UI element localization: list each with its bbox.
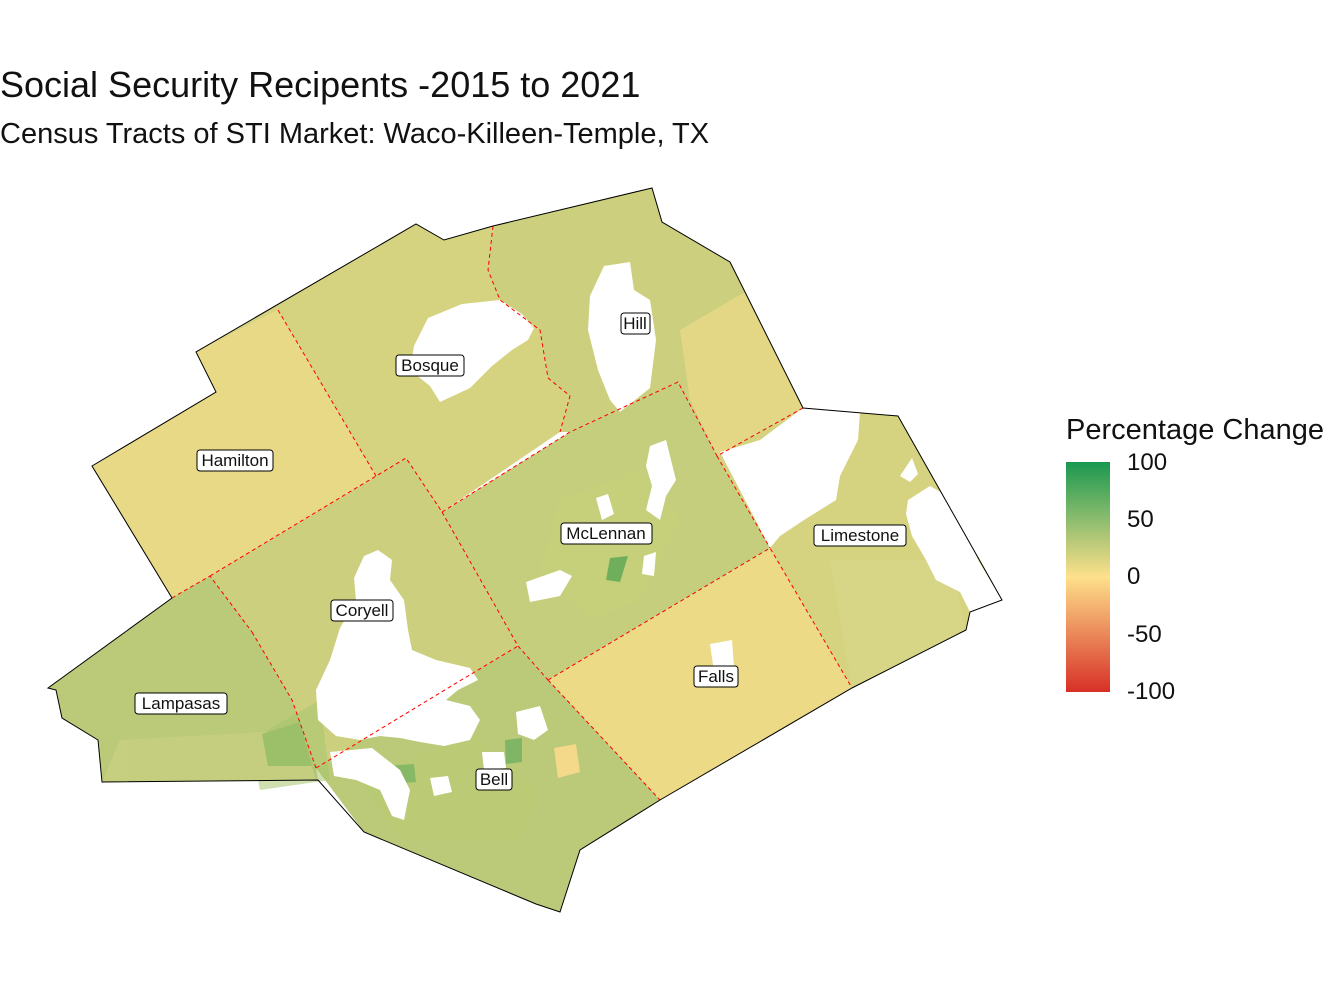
county-label-text: Hill: [623, 314, 647, 333]
legend-tick-label: -50: [1127, 621, 1162, 648]
label-box: [134, 692, 228, 715]
label-box: [196, 449, 274, 472]
label-box: [395, 354, 465, 377]
market-outline: [46, 187, 1003, 913]
label-box: [620, 312, 651, 335]
county-label-hamilton: Hamilton: [196, 449, 274, 472]
county-bosque: [196, 224, 570, 512]
county-label-text: McLennan: [566, 524, 645, 543]
county-label-text: Hamilton: [201, 451, 268, 470]
legend-tick-label: -100: [1127, 678, 1176, 705]
county-labels: Hamilton Bosque Hill Coryell McLennan Li…: [134, 312, 907, 791]
label-box: [330, 599, 394, 622]
label-box: [475, 768, 513, 791]
legend-tick-label: 50: [1127, 506, 1154, 533]
county-label-bell: Bell: [475, 768, 513, 791]
legend-title: Percentage Change: [1066, 414, 1324, 446]
legend-tick-label: 0: [1127, 563, 1141, 590]
label-box: [693, 665, 739, 688]
county-lampasas: [48, 576, 318, 782]
no-data-areas: [316, 262, 1002, 820]
county-label-falls: Falls: [693, 665, 739, 688]
county-label-text: Falls: [698, 667, 734, 686]
county-label-limestone: Limestone: [813, 524, 907, 547]
label-box: [560, 522, 653, 545]
county-boundaries: [171, 225, 853, 801]
label-box: [813, 524, 907, 547]
county-label-text: Bell: [480, 770, 508, 789]
legend-color-bar: [1066, 462, 1110, 692]
county-label-lampasas: Lampasas: [134, 692, 228, 715]
county-label-coryell: Coryell: [330, 599, 394, 622]
map-subtitle: Census Tracts of STI Market: Waco-Killee…: [0, 118, 710, 150]
county-label-bosque: Bosque: [395, 354, 465, 377]
county-label-hill: Hill: [620, 312, 651, 335]
county-label-text: Bosque: [401, 356, 459, 375]
county-label-text: Lampasas: [142, 694, 220, 713]
map-title: Social Security Recipents -2015 to 2021: [0, 64, 641, 105]
county-label-mclennan: McLennan: [560, 522, 653, 545]
county-label-text: Coryell: [336, 601, 389, 620]
county-label-text: Limestone: [821, 526, 899, 545]
legend-tick-label: 100: [1127, 449, 1168, 476]
